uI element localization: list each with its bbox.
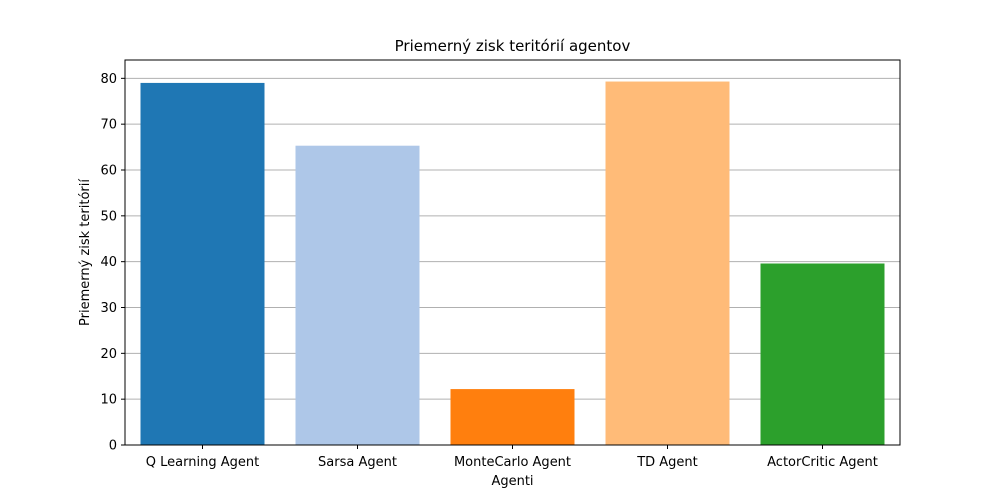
x-tick-label: Q Learning Agent xyxy=(146,455,259,470)
x-axis-label: Agenti xyxy=(491,474,533,489)
y-axis-ticks: 0 10 20 30 40 50 60 70 80 xyxy=(100,72,125,454)
y-tick-label: 10 xyxy=(100,393,117,408)
bar xyxy=(295,145,420,446)
x-tick-label: ActorCritic Agent xyxy=(767,455,878,470)
x-tick-label: TD Agent xyxy=(636,455,698,470)
bar xyxy=(450,389,575,445)
y-tick-label: 40 xyxy=(100,255,117,270)
x-tick-label: Sarsa Agent xyxy=(318,455,397,470)
y-axis-label: Priemerný zisk teritórií xyxy=(78,179,93,326)
y-tick-label: 60 xyxy=(100,164,117,179)
y-tick-label: 20 xyxy=(100,347,117,362)
chart-title: Priemerný zisk teritórií agentov xyxy=(395,37,631,55)
bar xyxy=(760,263,885,445)
bars xyxy=(140,81,885,446)
x-axis-ticks: Q Learning Agent Sarsa Agent MonteCarlo Ag… xyxy=(146,445,878,470)
y-tick-label: 0 xyxy=(109,439,117,454)
y-tick-label: 50 xyxy=(100,209,117,224)
x-tick-label: MonteCarlo Agent xyxy=(454,455,571,470)
bar xyxy=(140,82,265,446)
y-tick-label: 80 xyxy=(100,72,117,87)
bar xyxy=(605,81,730,446)
y-tick-label: 70 xyxy=(100,118,117,133)
y-tick-label: 30 xyxy=(100,301,117,316)
